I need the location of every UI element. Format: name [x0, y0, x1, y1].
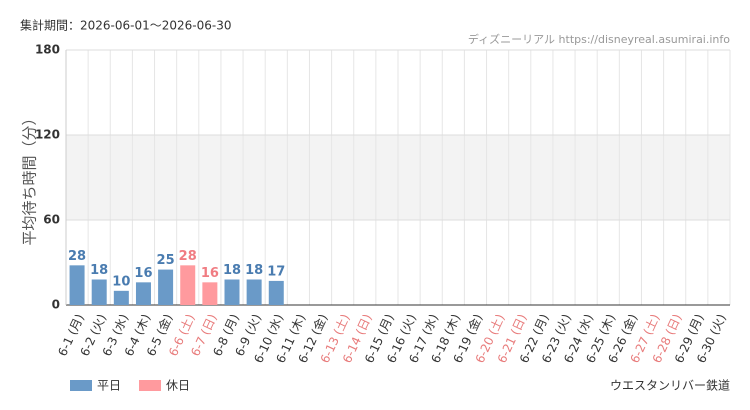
bar — [202, 282, 218, 305]
legend-swatch — [70, 380, 92, 391]
bar — [158, 269, 174, 305]
chart-title: 集計期間：2026-06-01～2026-06-30 — [20, 18, 231, 33]
y-axis-label: 平均待ち時間（分） — [21, 110, 39, 245]
value-label: 17 — [267, 264, 285, 279]
bar — [113, 290, 129, 305]
legend-label: 平日 — [97, 379, 121, 393]
y-tick-label: 180 — [35, 43, 60, 57]
value-label: 18 — [245, 263, 263, 278]
value-label: 28 — [179, 249, 197, 264]
value-label: 18 — [223, 263, 241, 278]
bar — [91, 279, 107, 305]
value-label: 18 — [90, 263, 108, 278]
value-label: 16 — [134, 266, 152, 281]
source: ディズニーリアル https://disneyreal.asumirai.inf… — [468, 32, 730, 46]
bar — [69, 265, 85, 305]
value-label: 25 — [157, 253, 175, 268]
y-tick-label: 60 — [43, 213, 60, 227]
legend-label: 休日 — [166, 379, 190, 393]
y-tick-label: 0 — [52, 298, 60, 312]
bar — [224, 279, 240, 305]
value-label: 10 — [112, 274, 130, 289]
bar — [268, 280, 284, 305]
bar — [180, 265, 196, 305]
attraction-name: ウエスタンリバー鉄道 — [610, 378, 730, 393]
value-label: 16 — [201, 266, 219, 281]
bar — [135, 282, 151, 305]
bar — [246, 279, 262, 305]
y-tick-label: 120 — [35, 128, 60, 142]
legend-swatch — [139, 380, 162, 391]
value-label: 28 — [68, 249, 86, 264]
